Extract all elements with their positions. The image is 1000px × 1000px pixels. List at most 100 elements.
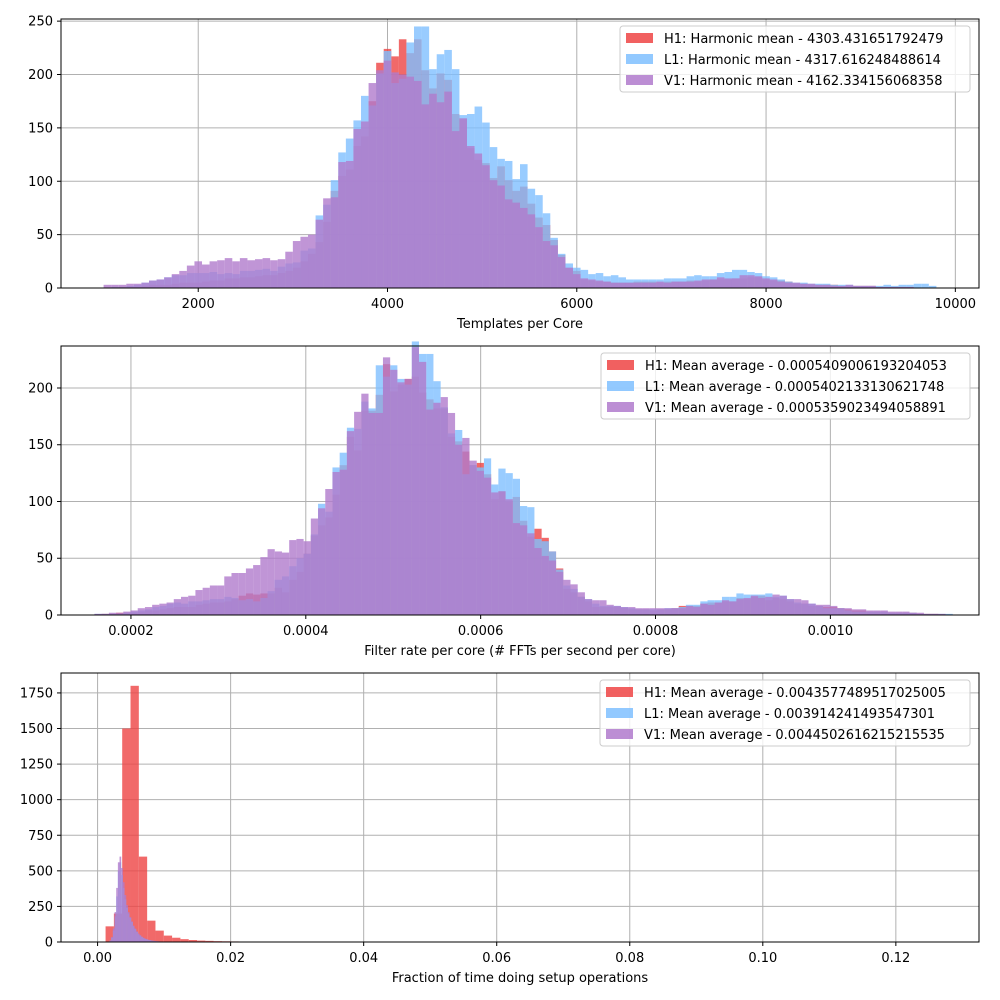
histogram-bar <box>117 862 120 942</box>
histogram-bar <box>815 604 823 615</box>
x-tick-label: 0.08 <box>615 951 644 966</box>
histogram-bar <box>239 258 248 288</box>
histogram-bar <box>260 557 268 615</box>
histogram-bar <box>800 283 808 288</box>
histogram-bar <box>489 180 498 288</box>
histogram-bar <box>238 573 246 615</box>
legend-label: V1: Mean average - 0.0005359023494058891 <box>645 401 946 416</box>
y-tick-label: 1000 <box>20 793 53 808</box>
histogram-bar <box>902 611 910 615</box>
histogram-bar <box>535 227 543 288</box>
histogram-bar <box>572 274 581 288</box>
histogram-bar <box>610 282 619 288</box>
histogram-bar <box>859 609 867 615</box>
histogram-bar <box>845 284 854 288</box>
x-tick-label: 8000 <box>750 297 783 312</box>
histogram-bar <box>209 585 218 615</box>
histogram-bar <box>721 600 730 615</box>
y-tick-label: 200 <box>28 68 53 83</box>
histogram-bar <box>716 277 725 288</box>
histogram-bar <box>750 595 759 615</box>
x-tick-label: 0.0010 <box>808 624 854 639</box>
histogram-bar <box>520 207 528 288</box>
histogram-bar <box>512 523 520 615</box>
y-tick-label: 0 <box>45 282 53 297</box>
histogram-bar <box>678 608 686 615</box>
histogram-bar <box>931 613 939 615</box>
histogram-bar <box>398 74 407 288</box>
histogram-bar <box>866 610 874 615</box>
histogram-bar <box>274 551 282 615</box>
histogram-bar <box>345 160 354 288</box>
histogram-bar <box>520 525 528 615</box>
histogram-bar <box>483 477 492 615</box>
histogram-bar <box>339 469 347 615</box>
histogram-bar <box>116 612 124 615</box>
histogram-bar <box>262 258 271 288</box>
histogram-bar <box>429 93 437 288</box>
histogram-bar <box>315 219 324 288</box>
histogram-bar <box>898 286 907 288</box>
legend-box <box>599 679 971 747</box>
histogram-bar <box>141 282 150 288</box>
histogram-bar <box>618 282 626 288</box>
histogram-bar <box>303 541 311 615</box>
histogram-bar <box>136 931 138 942</box>
histogram-bar <box>147 939 150 942</box>
histogram-bar <box>133 283 142 288</box>
histogram-bar <box>754 276 763 288</box>
histogram-bar <box>390 369 398 615</box>
series-v1 <box>94 347 946 615</box>
histogram-bar <box>338 162 346 288</box>
y-tick-label: 0 <box>45 936 53 951</box>
histogram-bar <box>792 282 801 288</box>
x-tick-label: 0.04 <box>349 951 378 966</box>
histogram-bar <box>772 594 780 615</box>
histogram-bar <box>310 518 319 615</box>
histogram-bar <box>202 264 210 288</box>
histogram-bar <box>613 605 621 615</box>
histogram-bar <box>318 508 326 615</box>
x-tick-label: 0.00 <box>83 951 112 966</box>
histogram-bar <box>844 608 852 615</box>
histogram-bar <box>595 280 604 288</box>
histogram-bar <box>433 402 441 615</box>
legend-swatch <box>606 708 633 718</box>
histogram-bar <box>724 278 732 288</box>
histogram-bar <box>195 590 203 615</box>
histogram-bar <box>625 282 634 288</box>
histogram-bar <box>837 608 845 615</box>
histogram-bar <box>542 241 551 288</box>
histogram-bar <box>860 285 869 288</box>
histogram-bar <box>376 70 384 288</box>
histogram-bar <box>928 285 937 288</box>
histogram-bar <box>209 261 218 288</box>
histogram-bar <box>584 599 593 615</box>
histogram-bar <box>664 608 672 615</box>
histogram-bar <box>202 587 210 615</box>
histogram-bar <box>565 267 573 288</box>
histogram-bar <box>186 265 195 288</box>
histogram-bar <box>906 286 914 288</box>
y-tick-label: 0 <box>45 609 53 624</box>
histogram-bar <box>895 611 903 615</box>
histogram-bar <box>588 279 596 288</box>
histogram-bar <box>455 444 463 615</box>
histogram-bar <box>139 935 142 942</box>
histogram-bar <box>247 260 256 288</box>
x-tick-label: 10000 <box>935 297 976 312</box>
y-tick-label: 150 <box>28 438 53 453</box>
legend-label: H1: Mean average - 0.0005409006193204053 <box>645 359 947 374</box>
histogram-bar <box>474 153 483 288</box>
histogram-bar <box>556 571 564 615</box>
x-tick-label: 0.06 <box>482 951 511 966</box>
histogram-bar <box>921 283 929 288</box>
histogram-bar <box>147 920 156 942</box>
histogram-bar <box>440 397 448 615</box>
histogram-bar <box>130 685 139 942</box>
histogram-bar <box>138 856 148 942</box>
legend-label: V1: Harmonic mean - 4162.334156068358 <box>664 74 943 89</box>
histogram-bar <box>277 259 286 288</box>
histogram-bar <box>383 60 392 288</box>
histogram-bar <box>188 595 196 615</box>
